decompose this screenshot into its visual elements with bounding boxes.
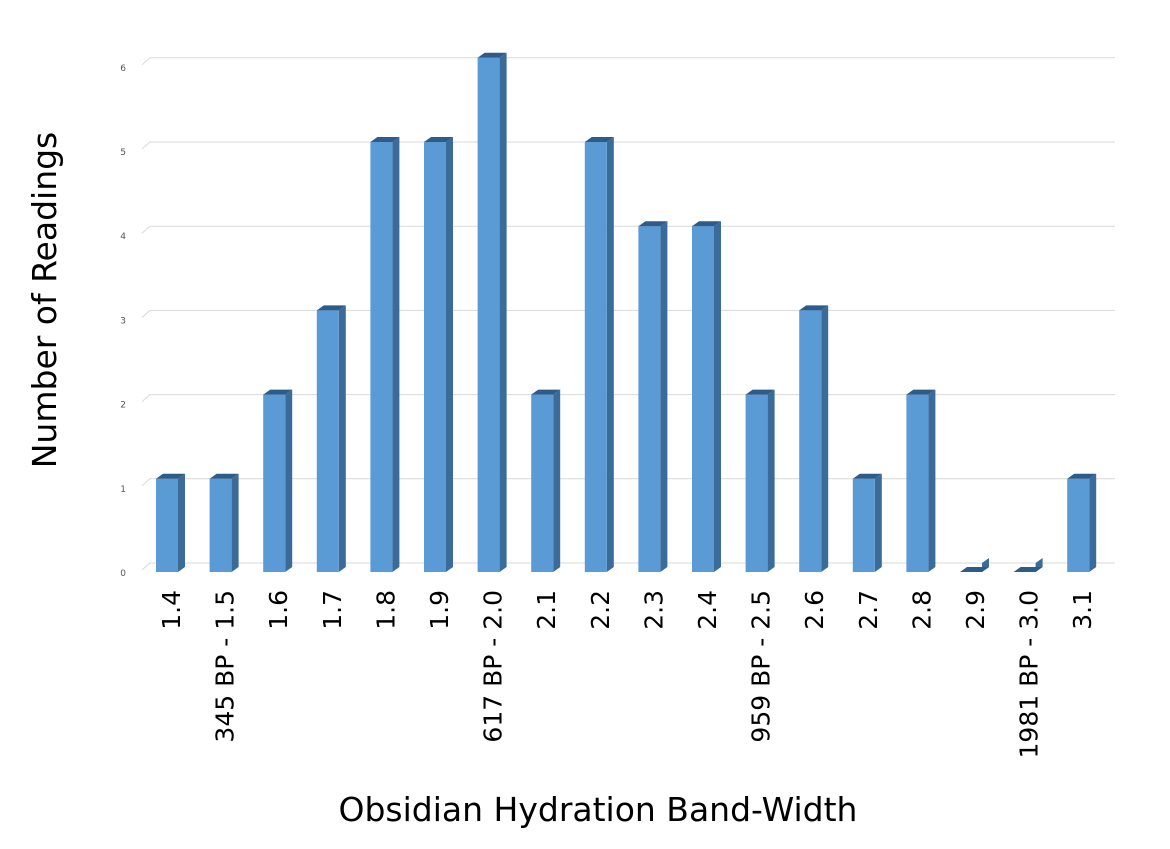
bar	[584, 137, 614, 572]
x-tick-label: 1.4	[157, 590, 186, 630]
bar	[1013, 558, 1043, 572]
bar	[209, 473, 239, 572]
bar	[156, 473, 185, 572]
bar	[638, 221, 668, 572]
bar	[960, 558, 989, 572]
y-axis-title: Number of Readings	[25, 132, 64, 469]
gridlines	[141, 57, 1115, 571]
x-tick-label: 2.9	[961, 590, 990, 630]
x-tick-label: 345 BP - 1.5	[211, 590, 240, 743]
x-tick-label: 1.6	[264, 590, 293, 630]
x-tick-label: 617 BP - 2.0	[479, 590, 508, 743]
bar	[531, 389, 561, 572]
y-tick-label: 4	[120, 232, 126, 242]
gridline	[141, 562, 1115, 571]
gridline	[141, 309, 1115, 318]
x-tick-label: 2.8	[907, 590, 936, 630]
x-tick-label: 2.3	[639, 590, 668, 630]
bars	[156, 52, 1097, 573]
x-tick-label: 1.8	[371, 590, 400, 630]
y-tick-label: 5	[120, 148, 126, 158]
y-tick-label: 1	[120, 485, 126, 495]
y-tick-label: 0	[120, 569, 126, 579]
y-tick-label: 6	[120, 64, 126, 74]
x-tick-label: 1981 BP - 3.0	[1015, 590, 1044, 758]
x-tick-label: 2.1	[532, 590, 561, 630]
bar	[692, 221, 721, 572]
x-tick-label: 2.4	[693, 590, 722, 630]
x-tick-label: 2.2	[586, 590, 615, 630]
x-tick-label: 1.7	[318, 590, 347, 630]
x-tick-label: 1.9	[425, 590, 454, 630]
y-tick-label: 2	[120, 401, 126, 411]
category-labels: 1.4 345 BP - 1.5 1.6 1.7 1.8 1.9 617 BP - 2.0 2…	[157, 590, 1097, 758]
bar	[370, 137, 400, 572]
x-tick-label: 959 BP - 2.5	[747, 590, 776, 743]
x-tick-label: 2.6	[800, 590, 829, 630]
gridline	[141, 478, 1115, 487]
bar	[424, 137, 453, 572]
bar	[477, 52, 507, 573]
gridline	[141, 225, 1115, 234]
gridline	[141, 394, 1115, 402]
x-tick-label: 2.7	[854, 590, 883, 630]
bar	[906, 389, 936, 572]
bar	[745, 389, 775, 572]
bar	[852, 473, 882, 572]
bar	[263, 389, 293, 572]
x-axis-title: Obsidian Hydration Band-Width	[339, 790, 858, 829]
gridline	[141, 57, 1115, 66]
bar	[316, 305, 346, 572]
gridline	[141, 141, 1115, 150]
y-tick-labels: 0 1 2 3 4 5 6	[120, 64, 126, 579]
bar	[1067, 473, 1097, 572]
bar	[799, 305, 829, 572]
y-tick-label: 3	[120, 316, 126, 326]
x-tick-label: 3.1	[1068, 590, 1097, 630]
